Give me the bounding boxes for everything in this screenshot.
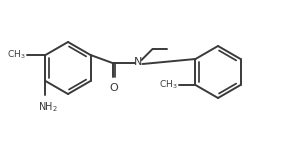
Text: O: O: [109, 83, 118, 93]
Text: N: N: [134, 57, 143, 67]
Text: CH$_3$: CH$_3$: [159, 79, 178, 91]
Text: NH$_2$: NH$_2$: [37, 100, 57, 114]
Text: CH$_3$: CH$_3$: [7, 49, 26, 61]
